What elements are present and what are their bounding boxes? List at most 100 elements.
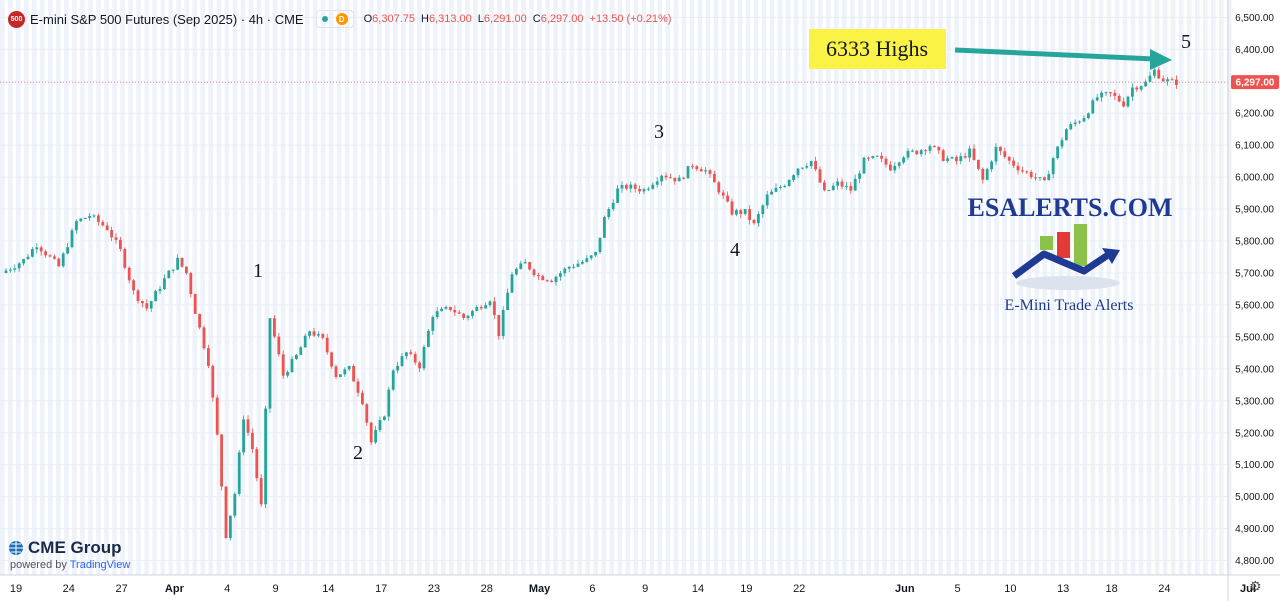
candle-body [61,253,65,267]
session-band [192,0,197,575]
high-value: 6,313.00 [428,13,472,25]
y-tick-label: 4,800.00 [1235,556,1274,567]
candle-body [1122,101,1125,107]
y-tick-label: 5,400.00 [1235,364,1274,375]
session-band [1219,0,1224,575]
session-band [88,0,93,575]
high-label: H [421,13,429,25]
symbol-icon[interactable]: 500 [8,10,25,28]
candle-body [528,262,531,270]
session-band [64,0,69,575]
tradingview-link[interactable]: TradingView [69,559,131,571]
y-tick-label: 5,500.00 [1235,332,1274,343]
session-band [1018,0,1024,575]
candle-body [783,185,787,187]
session-band [120,0,125,575]
candle-body [867,157,870,159]
candle-body [321,334,325,338]
open-value: 6,307.75 [372,13,415,25]
session-band [954,0,959,575]
candle-body [119,239,122,249]
candle-body [149,301,153,309]
candle-body [224,486,228,538]
symbol-title[interactable]: E-mini S&P 500 Futures (Sep 2025) · 4h ·… [30,11,304,27]
candle-body [229,515,232,538]
candle-body [999,146,1002,152]
candle-body [387,389,391,417]
candle-body [303,335,307,348]
powered-by[interactable]: powered by TradingView [10,559,130,571]
candle-body [431,317,435,331]
candle-body [352,366,355,382]
wave-label-1: 1 [253,260,263,282]
candle-body [154,290,157,302]
candle-body [92,215,96,217]
candle-body [607,209,611,218]
session-band [850,0,855,575]
x-tick-label: 14 [322,583,334,595]
session-band [537,0,542,575]
session-band [697,0,703,575]
x-tick-label: 5 [955,583,961,595]
session-band [874,0,879,575]
candle-body [127,267,131,281]
session-band [593,0,598,575]
x-tick-label: 9 [273,583,279,595]
candle-body [515,268,518,275]
y-tick-label: 5,600.00 [1235,300,1274,311]
session-band [168,0,173,575]
settings-gear-icon[interactable]: ⚙ [1249,578,1262,594]
session-band [128,0,133,575]
session-band [224,0,230,575]
x-tick-label: 19 [10,583,22,595]
session-band [208,0,214,575]
session-band [264,0,270,575]
candle-body [906,150,910,158]
candle-body [1012,160,1015,166]
candle-body [845,185,848,187]
candle-body [1144,81,1147,87]
candle-body [185,266,188,274]
candle-body [171,269,175,271]
candle-body [884,158,888,165]
market-status-pill[interactable]: D [315,10,354,28]
candle-body [1016,165,1020,171]
session-band [256,0,262,575]
candle-body [1148,75,1152,82]
candle-body [13,268,17,270]
session-band [641,0,647,575]
candle-body [35,247,39,250]
candle-body [611,202,615,210]
candle-body [1100,92,1103,98]
candle-body [114,237,118,240]
session-band [152,0,157,575]
y-tick-label: 4,900.00 [1235,524,1274,535]
candle-body [805,166,809,168]
session-band [473,0,478,575]
session-band [938,0,943,575]
low-value: 6,291.00 [483,13,527,25]
session-band [793,0,799,575]
data-flag-icon: D [335,13,348,25]
x-tick-label: 23 [428,583,440,595]
session-band [200,0,205,575]
market-open-icon [321,16,328,22]
current-price-tag: 6,297.00 [1231,75,1279,90]
session-band [946,0,951,575]
candle-body [1065,129,1068,141]
candle-body [594,252,597,256]
candle-body [475,307,479,311]
candle-body [1056,146,1059,159]
candle-body [739,210,743,215]
candle-body [189,273,193,295]
session-band [890,0,895,575]
candle-body [699,169,703,172]
session-band [384,0,390,575]
cme-group-name: CME Group [28,538,122,557]
y-tick-label: 5,900.00 [1235,205,1274,216]
session-band [625,0,631,575]
candle-body [1139,86,1143,90]
candle-body [660,175,663,182]
x-tick-label: 22 [793,583,805,595]
